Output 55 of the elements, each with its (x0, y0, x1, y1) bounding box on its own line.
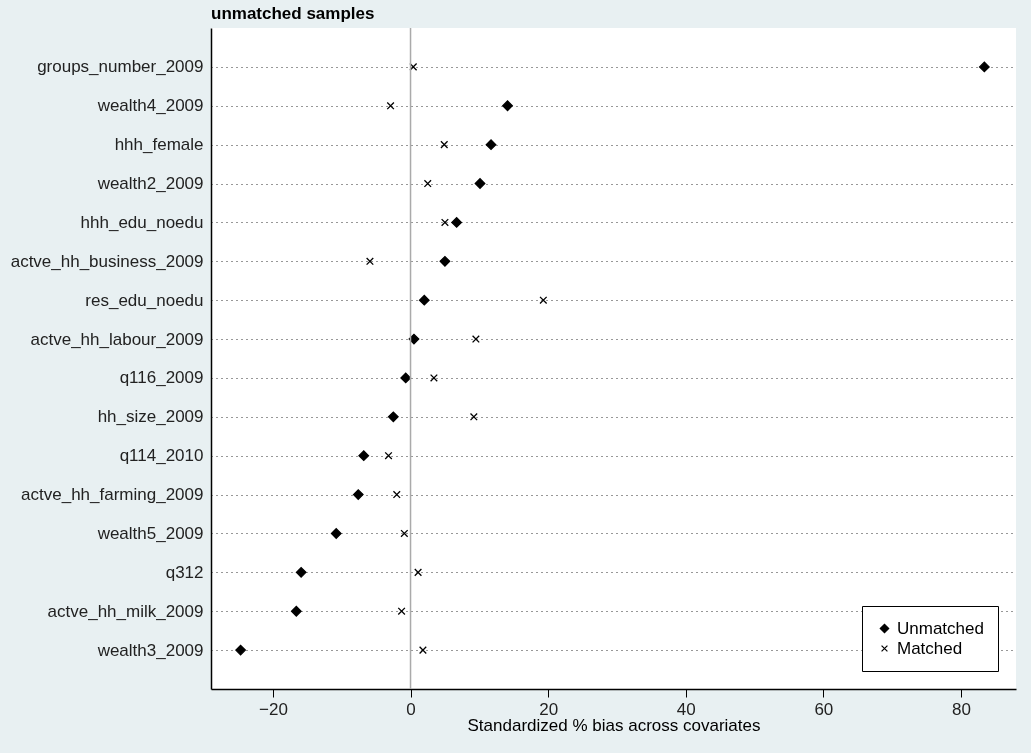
point (485, 139, 497, 151)
point (392, 490, 401, 499)
point (474, 178, 486, 189)
point (235, 644, 246, 656)
y-tick-label: wealth4_2009 (96, 96, 204, 116)
y-tick-label: hhh_edu_noedu (80, 212, 204, 232)
point (384, 451, 393, 460)
point (539, 296, 548, 305)
y-tick-label: q116_2009 (119, 368, 204, 388)
point (429, 373, 438, 382)
point (440, 218, 449, 227)
point (409, 62, 418, 71)
point (358, 450, 370, 462)
point (330, 528, 342, 539)
point (400, 372, 412, 384)
y-tick-label: q312 (165, 562, 204, 582)
y-tick-label: actve_hh_labour_2009 (30, 329, 204, 349)
point (978, 61, 990, 73)
point (414, 568, 423, 577)
point (387, 411, 399, 423)
point (502, 100, 513, 112)
y-tick-label: hhh_female (114, 135, 204, 155)
x-tick-label: −20 (259, 699, 288, 719)
y-tick-label: wealth3_2009 (96, 640, 204, 660)
point (295, 566, 307, 578)
point (471, 335, 480, 344)
point (440, 140, 449, 149)
point (469, 412, 478, 421)
x-tick-label: 0 (406, 699, 416, 719)
point (290, 605, 302, 617)
point (397, 607, 406, 616)
chart-title: unmatched samples (211, 4, 375, 24)
legend-label: Unmatched (897, 618, 984, 638)
y-tick-label: hh_size_2009 (97, 407, 204, 427)
y-tick-label: wealth5_2009 (96, 523, 204, 543)
point (418, 294, 430, 306)
y-tick-label: q114_2010 (119, 446, 204, 466)
y-tick-label: wealth2_2009 (96, 174, 204, 194)
x-tick-label: 60 (814, 699, 834, 719)
point (418, 646, 427, 655)
point (365, 257, 374, 266)
y-tick-label: actve_hh_farming_2009 (21, 485, 204, 505)
point (400, 529, 409, 538)
point (451, 217, 463, 228)
point (386, 101, 395, 110)
y-tick-label: groups_number_2009 (37, 57, 204, 77)
x-tick-label: 80 (952, 699, 971, 719)
point (423, 179, 432, 188)
point (439, 255, 451, 267)
point (352, 489, 364, 500)
point (408, 333, 420, 345)
y-tick-label: actve_hh_business_2009 (10, 251, 204, 271)
y-tick-label: actve_hh_milk_2009 (47, 601, 204, 621)
legend-label: Matched (897, 638, 963, 658)
y-tick-label: res_edu_noedu (85, 290, 204, 310)
